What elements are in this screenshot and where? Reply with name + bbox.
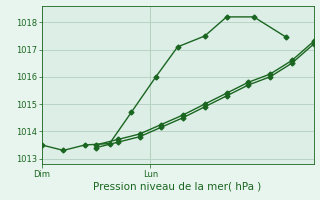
X-axis label: Pression niveau de la mer( hPa ): Pression niveau de la mer( hPa ) bbox=[93, 181, 262, 191]
